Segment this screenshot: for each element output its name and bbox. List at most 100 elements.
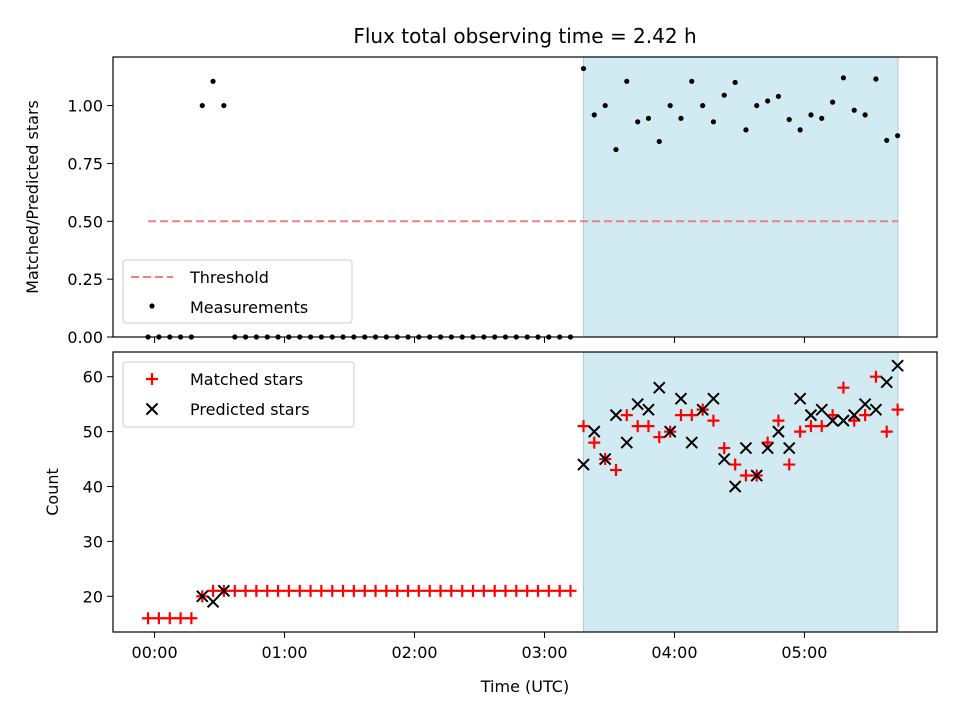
matched-star-point [142, 612, 155, 625]
measurement-point [721, 92, 727, 98]
predicted-star-point [880, 375, 893, 389]
measurement-point [689, 78, 695, 84]
matched-star-point [880, 425, 893, 438]
x-tick-label: 04:00 [651, 643, 697, 662]
measurement-point [591, 112, 597, 118]
predicted-star-point [772, 425, 785, 438]
legend-matched-label: Matched stars [190, 370, 303, 389]
matched-star-point [358, 584, 371, 597]
measurement-point [819, 115, 825, 121]
matched-star-point [412, 584, 425, 597]
y-tick-label: 0.75 [67, 154, 103, 173]
predicted-star-point [685, 436, 698, 449]
matched-star-point [499, 584, 512, 597]
measurement-point [754, 102, 760, 109]
matched-star-point [794, 425, 807, 438]
y-tick-label: 0.25 [67, 270, 103, 289]
legend-matched-swatch [146, 373, 158, 385]
predicted-star-point [739, 441, 753, 455]
matched-star-point [434, 584, 447, 597]
matched-star-point [477, 584, 490, 597]
matched-star-point [228, 584, 241, 597]
matched-star-point [564, 584, 577, 597]
matched-star-point [761, 436, 774, 449]
matched-star-point [531, 584, 544, 597]
measurement-point [199, 102, 205, 109]
axes-frame [112, 56, 938, 338]
measurement-point [830, 99, 836, 105]
measurement-point [710, 119, 717, 125]
matched-star-point [337, 584, 350, 597]
predicted-star-point [577, 458, 590, 471]
matched-star-point [347, 584, 360, 597]
legend: Matched stars Predicted stars [122, 361, 355, 428]
x-tick-label: 03:00 [521, 643, 567, 662]
x-tick-label: 00:00 [132, 643, 178, 662]
predicted-star-point [620, 436, 633, 449]
matched-star-point [293, 584, 306, 597]
matched-star-point [467, 584, 480, 597]
predicted-star-point [196, 590, 209, 603]
matched-star-point [718, 442, 731, 455]
matched-star-point [848, 414, 861, 427]
predicted-star-point [869, 403, 883, 416]
measurement-point [656, 138, 662, 145]
measurement-point [700, 102, 706, 109]
predicted-star-point [728, 480, 742, 493]
x-tick-label: 05:00 [781, 643, 827, 662]
predicted-star-point [815, 403, 828, 416]
y-tick-label: 30 [83, 532, 103, 551]
matched-star-point [380, 584, 393, 597]
matched-star-point [729, 458, 742, 471]
matched-star-point [207, 584, 220, 597]
matched-star-point [402, 584, 415, 597]
x-tick-label: 01:00 [262, 643, 308, 662]
series-matched-stars [142, 370, 904, 625]
measurement-point [862, 112, 868, 118]
predicted-star-point [609, 408, 623, 422]
x-tick-label: 02:00 [391, 643, 437, 662]
predicted-star-point [663, 425, 677, 438]
matched-star-point [185, 612, 198, 625]
matched-star-point [553, 584, 566, 597]
x-axis-label: Time (UTC) [480, 677, 569, 696]
predicted-star-point [761, 441, 774, 455]
predicted-star-point [804, 408, 818, 422]
matched-star-point [174, 612, 187, 625]
measurement-point [645, 115, 652, 121]
matched-star-point [456, 584, 469, 597]
matched-star-point [804, 420, 817, 433]
measurement-point [743, 127, 749, 133]
predicted-star-point [217, 584, 231, 598]
matched-star-point [369, 584, 382, 597]
legend-measurement-label: Measurements [190, 298, 308, 317]
observing-interval-shade [582, 351, 899, 633]
top-panel: 0.00 0.25 0.50 0.75 1.00 Matched/Predicted st… [23, 56, 938, 347]
y-tick-label: 50 [83, 423, 103, 442]
measurement-point [884, 137, 890, 143]
predicted-star-point [858, 397, 872, 411]
matched-star-point [837, 381, 850, 394]
matched-star-point [674, 409, 687, 422]
measurement-point [580, 65, 587, 72]
matched-star-point [609, 464, 622, 477]
axes-frame [112, 351, 938, 633]
measurement-point [765, 98, 771, 104]
measurement-point [210, 78, 216, 84]
predicted-star-point [631, 397, 644, 411]
predicted-star-point [783, 441, 796, 455]
predicted-star-point [588, 425, 601, 438]
matched-star-point [423, 584, 436, 597]
predicted-star-point [707, 392, 720, 405]
matched-star-point [521, 584, 534, 597]
matched-star-point [685, 409, 698, 422]
y-tick-label: 1.00 [67, 97, 103, 116]
legend-predicted-swatch [145, 402, 159, 416]
measurement-point [221, 102, 227, 109]
measurement-point [808, 112, 814, 118]
measurement-point [732, 79, 738, 86]
measurement-point [873, 76, 879, 82]
measurement-point [786, 116, 792, 123]
matched-star-point [152, 612, 165, 625]
